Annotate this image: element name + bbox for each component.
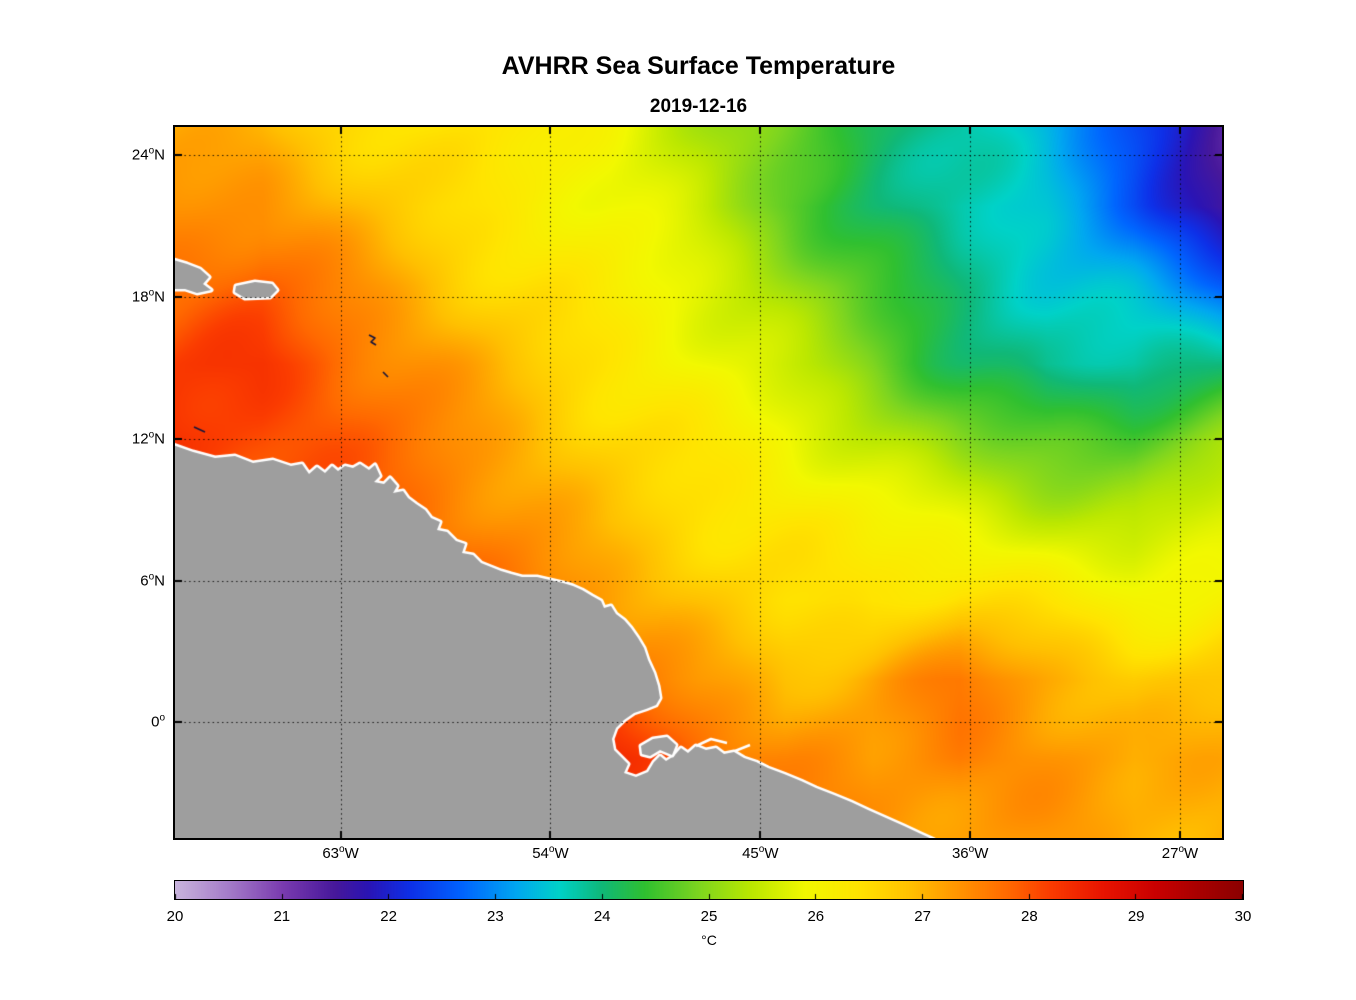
colorbar <box>174 880 1244 900</box>
map-canvas <box>175 127 1222 838</box>
colorbar-tick-label: 27 <box>914 908 931 925</box>
colorbar-tick-label: 22 <box>380 908 397 925</box>
colorbar-tick-label: 25 <box>700 908 718 925</box>
lat-tick-label: 24oN <box>131 145 165 164</box>
lon-tick-label: 45oW <box>742 844 779 863</box>
lat-tick-label: 6oN <box>140 571 165 590</box>
lon-tick-label: 63oW <box>322 844 359 863</box>
lat-tick-label: 12oN <box>131 429 165 448</box>
lon-tick-label: 36oW <box>951 844 989 863</box>
colorbar-tick-label: 26 <box>807 908 825 925</box>
colorbar-tick-label: 30 <box>1234 908 1252 925</box>
colorbar-unit-label: °C <box>701 932 717 948</box>
colorbar-tick-label: 29 <box>1127 908 1145 925</box>
colorbar-tick-label: 21 <box>273 908 291 925</box>
colorbar-tick-label: 20 <box>166 908 184 925</box>
lat-tick-label: 0o <box>151 712 165 731</box>
lon-tick-label: 54oW <box>532 844 569 863</box>
lat-tick-label: 18oN <box>131 287 165 306</box>
figure-title: AVHRR Sea Surface Temperature <box>501 52 896 80</box>
colorbar-tick-label: 24 <box>593 908 611 925</box>
figure-subtitle: 2019-12-16 <box>649 96 748 117</box>
lon-tick-label: 27oW <box>1161 844 1199 863</box>
colorbar-tick-label: 28 <box>1021 908 1038 925</box>
map-plot <box>173 125 1224 840</box>
colorbar-canvas <box>175 881 1243 899</box>
colorbar-tick-label: 23 <box>487 908 504 925</box>
